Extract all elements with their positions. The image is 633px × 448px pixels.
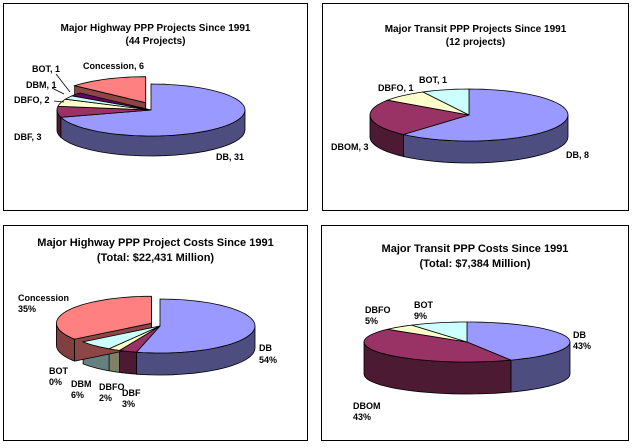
pie-slice-db — [59, 83, 246, 137]
highway-projects-chart: Major Highway PPP Projects Since 1991 (4… — [3, 3, 308, 211]
pie-side-dbf — [119, 349, 137, 375]
pie-slice-dbom — [369, 99, 470, 135]
data-label-db: DB 43% — [573, 330, 591, 351]
pie-slice-dbf — [56, 105, 152, 118]
chart-title: Major Highway PPP Projects Since 1991 (4… — [4, 22, 307, 48]
subtitle-line: (Total: $22,431 Million) — [96, 252, 215, 264]
chart-title: Major Transit PPP Projects Since 1991 (1… — [323, 23, 628, 49]
data-label-dbm: DBM, 1 — [26, 80, 57, 90]
pie-slice-dbfo — [387, 324, 468, 343]
pie-slice-db — [403, 88, 569, 142]
data-label-bot: BOT 9% — [414, 300, 434, 321]
data-label-concession: Concession, 6 — [83, 61, 144, 71]
pie-slice-dbom — [363, 328, 512, 363]
data-label-dbfo: DBFO, 1 — [378, 83, 414, 93]
pie-slice-bot — [70, 92, 152, 111]
title-line: Major Transit PPP Costs Since 1991 — [381, 243, 569, 255]
pie-slice-db — [466, 321, 571, 361]
data-label-dbf: DBF, 3 — [14, 132, 42, 142]
data-label-dbfo: DBFO 2% — [99, 382, 125, 403]
pie-chart-svg: DB 54% DBF 3%DBFO 2% DBM 6%BOT 0% Concession 35% — [18, 293, 277, 409]
leader-line — [53, 100, 65, 103]
leader-line — [51, 87, 65, 95]
pie-slice-dbm — [81, 325, 161, 350]
data-label-dbom: DBOM, 3 — [331, 142, 369, 152]
pie-slice-concession — [73, 76, 147, 104]
data-label-db: DB, 8 — [566, 150, 589, 160]
subtitle-line: (12 projects) — [445, 37, 506, 48]
subtitle-line: (Total: $7,384 Million) — [419, 258, 531, 270]
pie-slice-concession — [56, 295, 152, 340]
highway-costs-chart: Major Highway PPP Project Costs Since 19… — [3, 225, 308, 441]
chart-title: Major Transit PPP Costs Since 1991 (Tota… — [322, 242, 628, 272]
title-line: Major Transit PPP Projects Since 1991 — [384, 24, 567, 35]
data-label-dbfo: DBFO 5% — [365, 305, 391, 326]
pie-slice-bot — [411, 321, 468, 343]
subtitle-line: (44 Projects) — [125, 36, 186, 47]
pie-slice-dbfo — [385, 91, 470, 116]
pie-slice-bot — [421, 88, 470, 116]
pie-tops — [56, 295, 256, 354]
data-label-dbf: DBF 3% — [122, 388, 141, 409]
chart-title: Major Highway PPP Project Costs Since 19… — [4, 236, 307, 266]
data-label-db: DB 54% — [259, 343, 277, 365]
pie-sides — [363, 341, 571, 395]
pie-slice-db — [135, 298, 256, 354]
transit-costs-chart: Major Transit PPP Costs Since 1991 (Tota… — [321, 225, 629, 441]
pie-chart-svg: DB, 31 DBF, 3 DBFO, 2 DBM, 1 BOT, 1 Concessio… — [14, 61, 246, 162]
title-line: Major Highway PPP Project Costs Since 19… — [37, 237, 274, 249]
pie-chart-svg: DB 43% DBOM 43% DBFO 5% BOT 9% — [353, 300, 591, 422]
pie-tops — [369, 88, 569, 142]
pie-tops — [363, 321, 571, 363]
data-label-bot: BOT 0% — [49, 366, 69, 387]
data-label-db: DB, 31 — [216, 152, 244, 162]
pie-tops — [56, 76, 246, 137]
leader-line — [55, 73, 71, 93]
data-label-dbm: DBM 6% — [71, 379, 92, 400]
data-label-concession: Concession 35% — [18, 293, 69, 314]
data-label-dbfo: DBFO, 2 — [14, 95, 50, 105]
data-label-bot: BOT, 1 — [32, 64, 60, 74]
transit-projects-chart: Major Transit PPP Projects Since 1991 (1… — [322, 3, 629, 211]
pie-chart-svg: DB, 8 DBOM, 3 DBFO, 1 BOT, 1 — [331, 75, 589, 164]
data-label-bot: BOT, 1 — [419, 75, 447, 85]
data-label-dbom: DBOM 43% — [353, 401, 381, 422]
title-line: Major Highway PPP Projects Since 1991 — [60, 23, 251, 34]
